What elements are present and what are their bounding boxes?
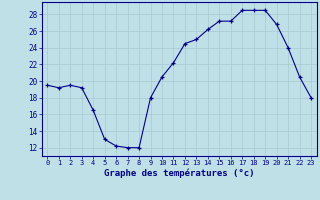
X-axis label: Graphe des températures (°c): Graphe des températures (°c) bbox=[104, 169, 254, 178]
